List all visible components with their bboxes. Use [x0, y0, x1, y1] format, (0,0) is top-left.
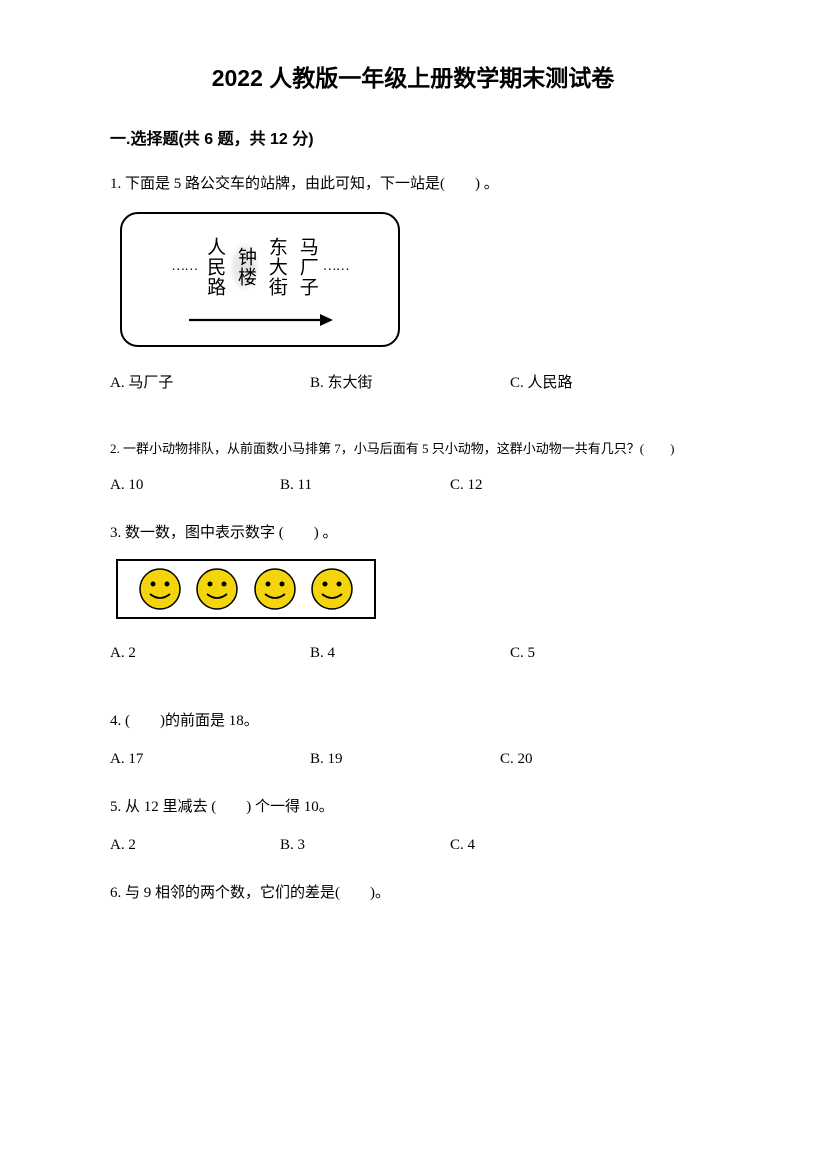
smiley-icon [195, 567, 239, 611]
question-5: 5. 从 12 里减去 ( ) 个一得 10。 A. 2 B. 3 C. 4 [110, 795, 716, 857]
stop-3: 东大街 [261, 237, 290, 297]
section-1-header: 一.选择题(共 6 题，共 12 分) [110, 127, 716, 153]
q4-option-a: A. 17 [110, 747, 310, 771]
q1-options: A. 马厂子 B. 东大街 C. 人民路 [110, 371, 716, 395]
q2-option-a: A. 10 [110, 473, 280, 497]
bus-stops-row: …… 人民路 钟楼 东大街 马厂子 …… [136, 232, 384, 302]
q5-option-b: B. 3 [280, 833, 450, 857]
q2-options: A. 10 B. 11 C. 12 [110, 473, 716, 497]
direction-arrow [136, 310, 384, 338]
q3-option-a: A. 2 [110, 641, 310, 665]
q1-text: 1. 下面是 5 路公交车的站牌，由此可知，下一站是( ) 。 [110, 172, 716, 196]
dots-left: …… [171, 256, 197, 278]
question-1: 1. 下面是 5 路公交车的站牌，由此可知，下一站是( ) 。 …… 人民路 钟… [110, 172, 716, 395]
q2-option-b: B. 11 [280, 473, 450, 497]
q4-option-b: B. 19 [310, 747, 500, 771]
stop-4: 马厂子 [292, 237, 321, 297]
q4-text: 4. ( )的前面是 18。 [110, 709, 716, 733]
smiley-icon [253, 567, 297, 611]
q4-option-c: C. 20 [500, 747, 670, 771]
q3-options: A. 2 B. 4 C. 5 [110, 641, 716, 665]
question-2: 2. 一群小动物排队，从前面数小马排第 7，小马后面有 5 只小动物，这群小动物… [110, 439, 716, 497]
stop-2-current: 钟楼 [230, 243, 259, 291]
q1-option-b: B. 东大街 [310, 371, 510, 395]
bus-sign-diagram: …… 人民路 钟楼 东大街 马厂子 …… [120, 212, 400, 347]
q1-option-a: A. 马厂子 [110, 371, 310, 395]
q3-text: 3. 数一数，图中表示数字 ( ) 。 [110, 521, 716, 545]
q4-options: A. 17 B. 19 C. 20 [110, 747, 716, 771]
arrow-icon [185, 310, 335, 330]
smiley-icon [138, 567, 182, 611]
smiley-box [116, 559, 376, 619]
q5-option-c: C. 4 [450, 833, 620, 857]
question-4: 4. ( )的前面是 18。 A. 17 B. 19 C. 20 [110, 709, 716, 771]
page-title: 2022 人教版一年级上册数学期末测试卷 [110, 60, 716, 97]
q3-option-c: C. 5 [510, 641, 710, 665]
q3-option-b: B. 4 [310, 641, 510, 665]
q6-text: 6. 与 9 相邻的两个数，它们的差是( )。 [110, 881, 716, 905]
question-6: 6. 与 9 相邻的两个数，它们的差是( )。 [110, 881, 716, 905]
q5-options: A. 2 B. 3 C. 4 [110, 833, 716, 857]
question-3: 3. 数一数，图中表示数字 ( ) 。 A. 2 B. 4 C. 5 [110, 521, 716, 665]
q2-option-c: C. 12 [450, 473, 620, 497]
q5-option-a: A. 2 [110, 833, 280, 857]
q2-text: 2. 一群小动物排队，从前面数小马排第 7，小马后面有 5 只小动物，这群小动物… [110, 439, 716, 459]
dots-right: …… [323, 256, 349, 278]
stop-1: 人民路 [199, 237, 228, 297]
q1-option-c: C. 人民路 [510, 371, 710, 395]
q5-text: 5. 从 12 里减去 ( ) 个一得 10。 [110, 795, 716, 819]
smiley-icon [310, 567, 354, 611]
